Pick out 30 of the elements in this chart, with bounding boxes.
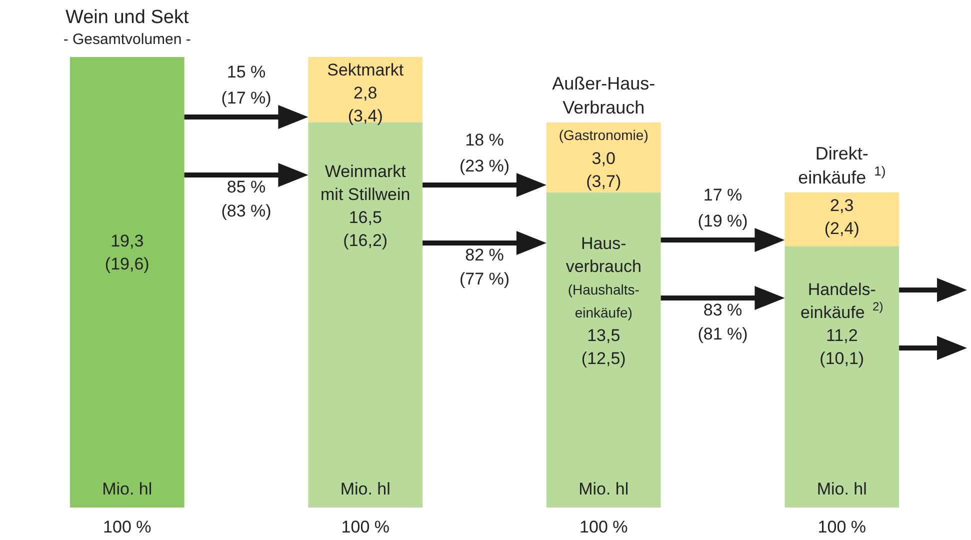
data-label: Haus- verbrauch (Haushalts- einkäufe) 13,5 (12,5) — [566, 234, 642, 368]
data-label: Sektmarkt 2,8 (3,4) — [327, 60, 404, 126]
annotation: Mio. hl — [816, 479, 867, 498]
x-tick-label: 100 % — [818, 517, 866, 536]
data-label: (Gastronomie) 3,0 (3,7) — [558, 127, 648, 192]
text: Handels- einkäufe 2) 11,2 (10,1) — [800, 280, 884, 368]
annotation: 85 % (83 %) — [221, 178, 272, 221]
annotation: Außer-Haus- Verbrauch — [552, 73, 656, 118]
annotation: Mio. hl — [578, 479, 629, 498]
bar — [546, 122, 661, 192]
bar — [70, 57, 184, 508]
text: Wein und Sekt — [66, 7, 190, 28]
annotation: Mio. hl — [340, 479, 390, 498]
annotation: 18 % (23 %) — [459, 130, 510, 176]
annotation: 17 % (19 %) — [698, 186, 748, 231]
text: - Gesamtvolumen - — [63, 31, 191, 48]
bar — [546, 192, 661, 508]
annotation: 83 % (81 %) — [698, 300, 748, 344]
x-tick-label: 100 % — [103, 517, 152, 536]
x-tick-label: 100 % — [341, 517, 390, 536]
data-label: 19,3 (19,6) — [104, 232, 150, 274]
data-label: 2,3 (2,4) — [824, 196, 860, 238]
x-tick-label: 100 % — [580, 517, 628, 536]
annotation: 82 % (77 %) — [459, 246, 510, 289]
annotation: 15 % (17 %) — [221, 62, 272, 108]
bar — [784, 246, 900, 508]
annotation: Direkt- einkäufe 1) — [798, 143, 886, 188]
bar — [784, 192, 900, 246]
annotation: Mio. hl — [102, 479, 152, 498]
data-label: Weinmarkt mit Stillwein 16,5 (16,2) — [320, 162, 410, 250]
